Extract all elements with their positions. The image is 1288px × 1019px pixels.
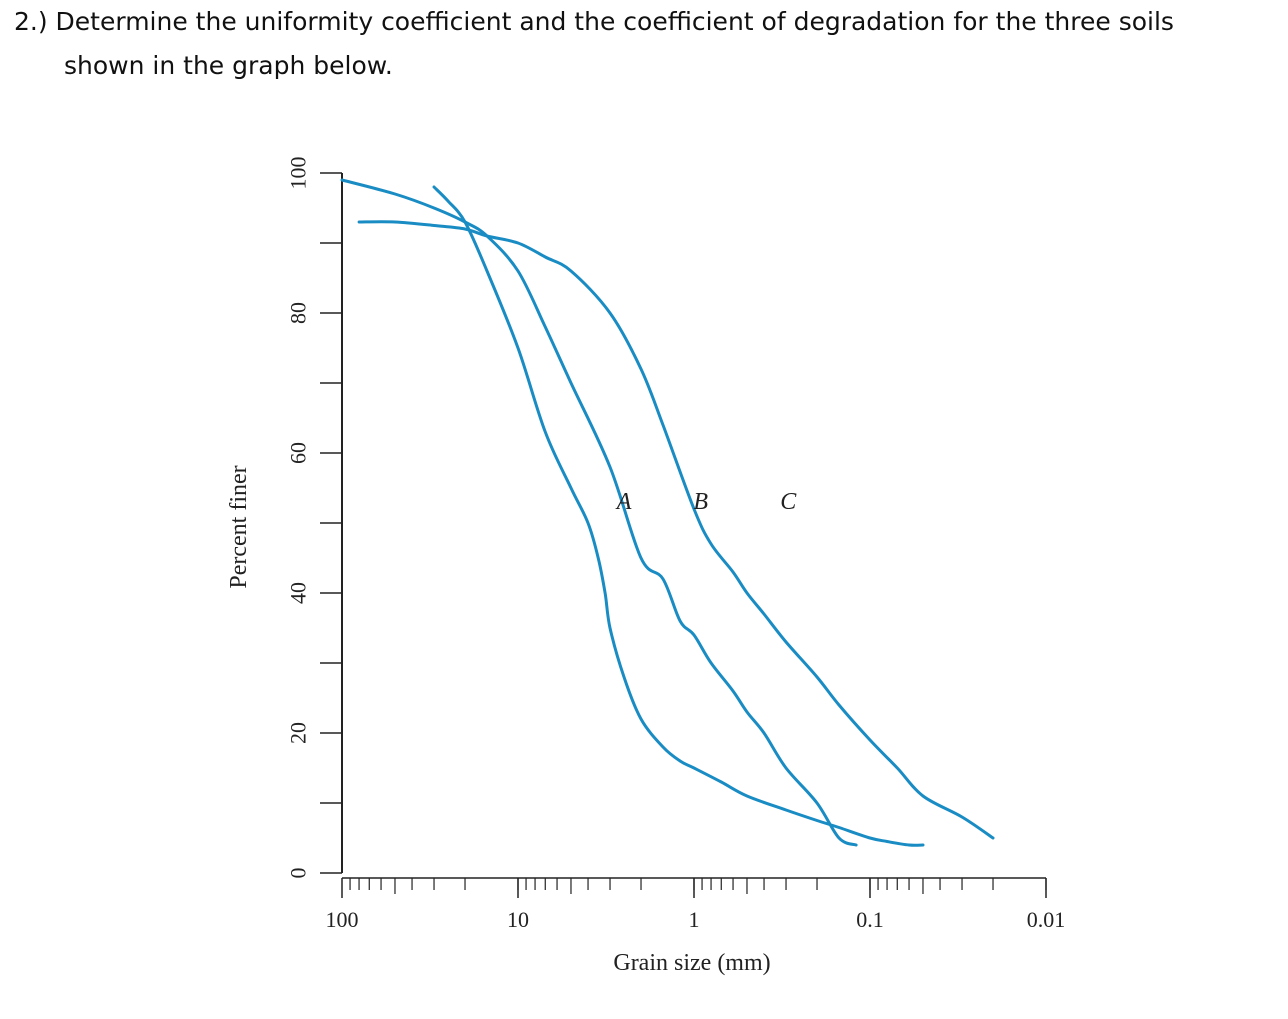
chart-ticks (320, 172, 1047, 898)
x-tick-label-1: 1 (689, 907, 700, 932)
curve-C (357, 220, 995, 840)
y-tick-label-40: 40 (286, 582, 311, 604)
y-tick-label-60: 60 (286, 442, 311, 464)
chart-curves (340, 178, 995, 847)
y-tick-label-20: 20 (286, 722, 311, 744)
curve-A (432, 185, 925, 847)
x-tick-label-0.1: 0.1 (856, 907, 884, 932)
question-line-1: 2.) Determine the uniformity coefficient… (14, 7, 1174, 36)
chart-axes (341, 173, 1047, 898)
y-tick-label-80: 80 (286, 302, 311, 324)
x-axis-label: Grain size (mm) (613, 950, 770, 976)
curve-label-A: A (615, 489, 632, 515)
y-tick-label-100: 100 (286, 157, 311, 190)
curve-B (340, 178, 858, 847)
x-tick-label-10: 10 (507, 907, 529, 932)
curve-label-B: B (693, 489, 708, 515)
y-axis-label: Percent finer (226, 465, 252, 588)
question-text: 2.) Determine the uniformity coefficient… (14, 0, 1279, 88)
x-tick-label-100: 100 (326, 907, 359, 932)
question-line-2: shown in the graph below. (64, 51, 393, 80)
curve-label-C: C (780, 489, 797, 515)
x-tick-label-0.01: 0.01 (1027, 907, 1066, 932)
chart-labels: 0 20 40 60 80 100 100 10 1 0.1 0.01 A B C (286, 157, 1066, 933)
y-tick-label-0: 0 (286, 868, 311, 879)
